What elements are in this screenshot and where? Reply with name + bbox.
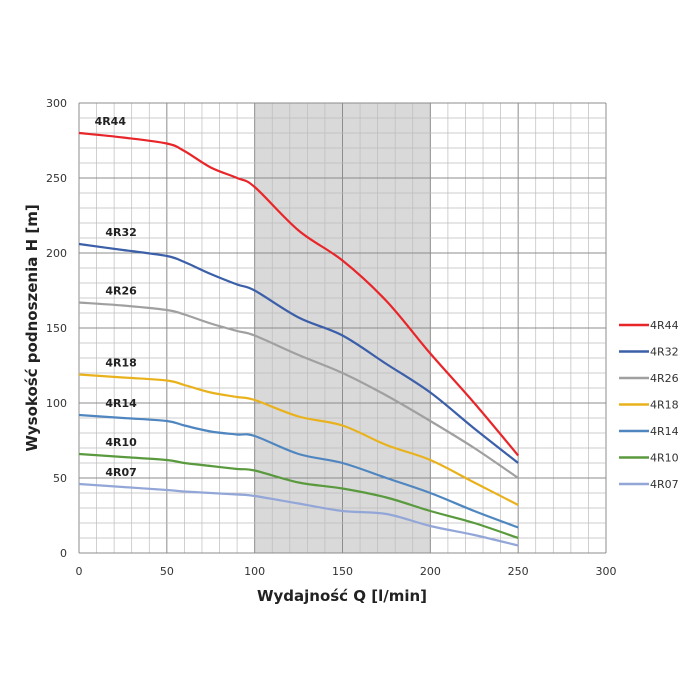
x-axis-title: Wydajność Q [l/min] (257, 587, 427, 605)
x-tick-label: 150 (332, 565, 353, 578)
y-tick-label: 250 (46, 172, 67, 185)
legend-label: 4R26 (650, 372, 679, 385)
x-tick-label: 250 (508, 565, 529, 578)
y-axis-title: Wysokość podnoszenia H [m] (23, 204, 41, 451)
curve-label-4r10: 4R10 (105, 436, 137, 449)
x-tick-label: 0 (76, 565, 83, 578)
curve-label-4r14: 4R14 (105, 397, 137, 410)
series-line-4r14 (78, 413, 519, 529)
curve-labels: 4R44 4R32 4R26 4R18 4R14 4R10 4R07 (95, 115, 138, 479)
curve-label-4r44: 4R44 (95, 115, 127, 128)
series-lines (78, 131, 520, 547)
legend-label: 4R14 (650, 425, 679, 438)
series-line-4r32 (78, 242, 519, 464)
x-tick-label: 200 (420, 565, 441, 578)
series-line-4r07 (78, 482, 519, 547)
curve-label-4r07: 4R07 (105, 466, 136, 479)
series-line-4r18 (78, 373, 519, 506)
y-tick-label: 300 (46, 97, 67, 110)
y-tick-label: 200 (46, 247, 67, 260)
y-tick-label: 50 (53, 472, 67, 485)
y-tick-label: 150 (46, 322, 67, 335)
y-tick-label: 0 (60, 547, 67, 560)
x-tick-label: 50 (160, 565, 174, 578)
y-tick-label: 100 (46, 397, 67, 410)
x-tick-label: 300 (596, 565, 617, 578)
series-line-4r44 (78, 131, 520, 457)
legend-label: 4R18 (650, 399, 679, 412)
legend-label: 4R10 (650, 452, 679, 465)
legend-label: 4R44 (650, 319, 679, 332)
tick-labels: 0 50 100 150 200 250 300 0 50 100 150 200 250 300 (46, 97, 617, 578)
legend-label: 4R32 (650, 346, 679, 359)
series-line-4r26 (78, 301, 519, 479)
legend-label: 4R07 (650, 478, 679, 491)
curve-label-4r26: 4R26 (105, 285, 137, 298)
curve-label-4r18: 4R18 (105, 357, 136, 370)
x-tick-label: 100 (244, 565, 265, 578)
curve-label-4r32: 4R32 (105, 226, 136, 239)
grid (78, 102, 607, 554)
legend: 4R44 4R32 4R26 4R18 4R14 4R10 4R07 (619, 319, 679, 491)
series-line-4r10 (78, 452, 519, 540)
